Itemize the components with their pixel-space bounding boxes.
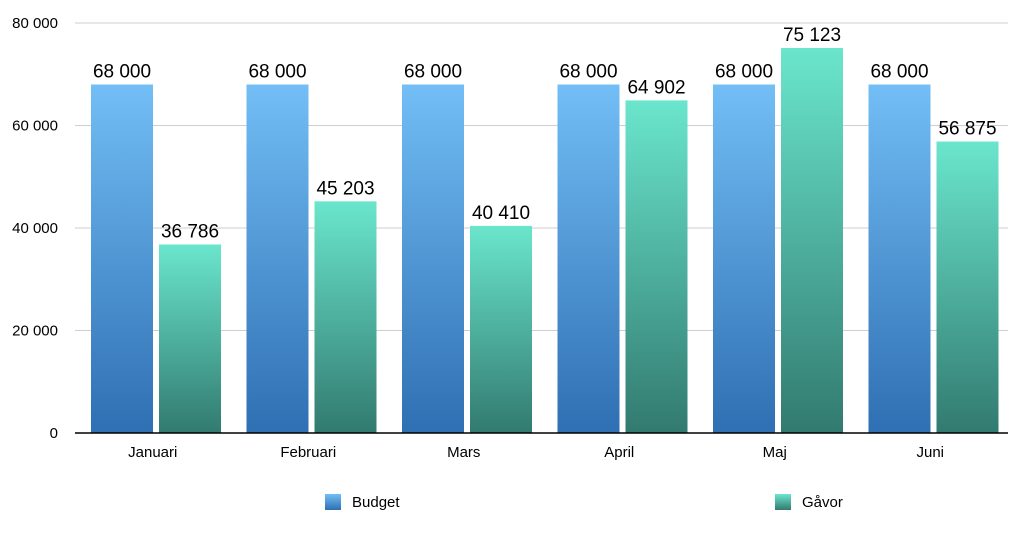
bar-budget-mars <box>402 84 464 433</box>
bar-budget-juni <box>868 84 931 433</box>
data-labels: 68 000 36 786 68 000 45 203 68 000 40 410 68 0… <box>93 25 997 242</box>
x-category-label: Juni <box>916 444 944 461</box>
y-tick-label: 20 000 <box>12 323 58 340</box>
bar-budget-januari <box>91 84 153 433</box>
data-label: 68 000 <box>248 62 306 83</box>
legend-item-budget: Budget <box>325 494 400 511</box>
legend-label: Gåvor <box>802 494 843 511</box>
bar-g-vor-februari <box>314 201 377 433</box>
y-tick-label: 80 000 <box>12 15 58 32</box>
y-axis-tick-labels: 0 20 000 40 000 60 000 80 000 <box>12 15 58 442</box>
legend-item-g-vor: Gåvor <box>775 494 843 511</box>
bar-budget-april <box>557 84 620 433</box>
y-tick-label: 0 <box>50 425 58 442</box>
data-label: 45 203 <box>316 178 374 199</box>
y-tick-label: 60 000 <box>12 118 58 135</box>
legend-label: Budget <box>352 494 400 511</box>
data-label: 68 000 <box>404 62 462 83</box>
x-category-label: Januari <box>128 444 177 461</box>
bar-budget-februari <box>246 84 309 433</box>
x-category-label: Mars <box>447 444 480 461</box>
data-label: 56 875 <box>938 119 996 140</box>
bar-g-vor-maj <box>781 47 843 433</box>
bar-g-vor-juni <box>936 141 999 433</box>
x-category-label: Maj <box>763 444 787 461</box>
data-label: 64 902 <box>627 77 685 98</box>
y-tick-label: 40 000 <box>12 220 58 237</box>
data-label: 68 000 <box>559 62 617 83</box>
x-category-label: Februari <box>280 444 336 461</box>
x-category-label: April <box>604 444 634 461</box>
data-label: 68 000 <box>870 62 928 83</box>
x-axis-category-labels: Januari Februari Mars April Maj Juni <box>128 444 944 461</box>
bar-budget-maj <box>713 84 775 433</box>
data-label: 68 000 <box>715 62 773 83</box>
bars <box>91 47 999 433</box>
data-label: 40 410 <box>472 203 530 224</box>
data-label: 36 786 <box>161 221 219 242</box>
legend-swatch <box>775 494 791 510</box>
bar-g-vor-april <box>625 100 688 433</box>
bar-g-vor-januari <box>159 244 221 433</box>
gridlines <box>75 22 1008 331</box>
data-label: 68 000 <box>93 62 151 83</box>
legend-swatch <box>325 494 341 510</box>
bar-g-vor-mars <box>470 225 532 433</box>
legend: Budget Gåvor <box>325 494 843 511</box>
data-label: 75 123 <box>783 25 841 46</box>
